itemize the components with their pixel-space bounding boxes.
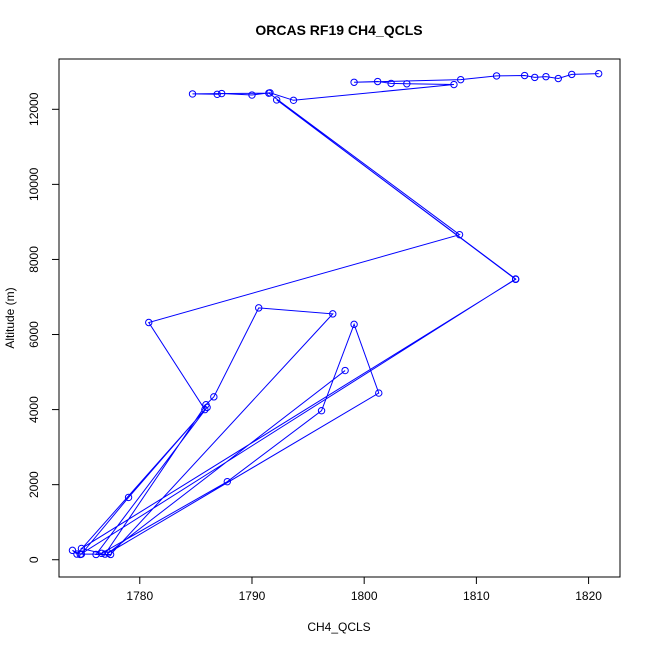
data-point	[265, 89, 273, 97]
data-point	[68, 546, 77, 555]
data-point	[403, 80, 411, 88]
data-point	[373, 77, 382, 86]
series-layer	[68, 69, 603, 559]
series-line	[72, 73, 599, 556]
data-point	[73, 550, 81, 558]
data-point	[554, 74, 562, 83]
data-point	[106, 550, 115, 559]
data-point	[124, 493, 133, 502]
y-tick-label: 2000	[27, 471, 41, 498]
data-point	[455, 230, 464, 239]
data-point	[492, 72, 501, 80]
data-point	[203, 403, 211, 412]
plot-frame	[58, 58, 621, 578]
data-point	[77, 544, 86, 553]
data-point	[387, 79, 395, 88]
data-point	[594, 69, 603, 78]
y-tick-label: 4000	[27, 396, 41, 423]
data-point	[104, 549, 113, 557]
data-point	[531, 73, 539, 82]
x-axis-label: CH4_QCLS	[307, 620, 370, 634]
chart-title: ORCAS RF19 CH4_QCLS	[255, 22, 422, 38]
data-point	[92, 550, 100, 559]
y-axis-label: Altitude (m)	[3, 287, 17, 348]
y-tick-label: 0	[27, 556, 41, 563]
data-point	[329, 310, 337, 318]
data-point	[210, 393, 218, 401]
data-point	[350, 78, 358, 86]
data-point	[289, 96, 298, 104]
data-point	[450, 80, 458, 89]
x-tick-label: 1780	[126, 589, 153, 603]
x-tick-label: 1810	[463, 589, 490, 603]
data-point	[568, 70, 576, 79]
x-tick-label: 1790	[239, 589, 266, 603]
data-point	[248, 91, 256, 99]
data-point	[542, 72, 550, 81]
y-tick-label: 10000	[27, 167, 41, 201]
y-tick-label: 12000	[27, 92, 41, 126]
x-axis: 1780 1790 1800 1810 1820	[126, 576, 602, 603]
data-point	[213, 90, 221, 98]
data-point	[317, 407, 326, 415]
data-point	[217, 89, 226, 98]
y-axis: 0 2000 4000 6000 8000 10000 12000	[27, 92, 60, 563]
data-point	[375, 389, 383, 397]
y-tick-label: 8000	[27, 246, 41, 273]
data-point	[511, 275, 520, 284]
data-point	[341, 366, 349, 375]
data-point	[255, 304, 263, 312]
data-point	[456, 75, 465, 84]
data-point	[145, 318, 153, 327]
data-point	[350, 320, 358, 329]
data-point	[201, 405, 209, 414]
y-tick-label: 6000	[27, 321, 41, 348]
data-point	[101, 550, 109, 558]
data-point	[188, 90, 197, 98]
data-point	[520, 71, 529, 80]
data-point	[272, 96, 281, 104]
x-tick-label: 1820	[575, 589, 602, 603]
x-tick-label: 1800	[351, 589, 378, 603]
data-point	[223, 477, 232, 486]
